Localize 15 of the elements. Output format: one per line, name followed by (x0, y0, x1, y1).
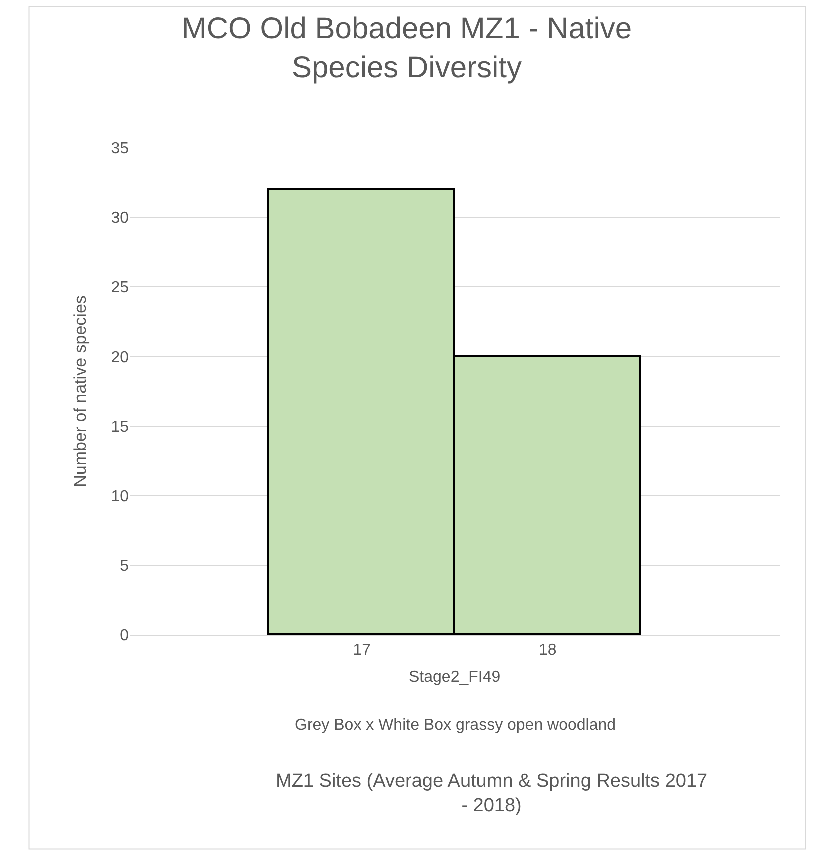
text: Stage2_FI49 (409, 669, 501, 686)
y-tick-label: 35 (111, 140, 130, 158)
text: MZ1 Sites (Average Autumn & Spring Results 2017 - 2018) (276, 771, 708, 817)
text: Grey Box x White Box grassy open woodland (295, 717, 616, 734)
y-tick-label: 0 (120, 628, 130, 645)
x-tick-label: 17 (353, 642, 372, 660)
y-tick-label: 5 (120, 558, 130, 576)
y-tick-label: 25 (111, 280, 130, 297)
y-tick-label: 10 (111, 488, 130, 506)
y-tick-label: 15 (111, 418, 130, 436)
chart-title: MCO Old Bobadeen MZ1 - Native Species Diversity (182, 12, 632, 85)
y-tick-label: 20 (111, 349, 130, 366)
y-tick-label: 30 (111, 210, 130, 228)
x-tick-label: 18 (538, 642, 557, 660)
y-axis-title: Number of native species (70, 296, 90, 488)
